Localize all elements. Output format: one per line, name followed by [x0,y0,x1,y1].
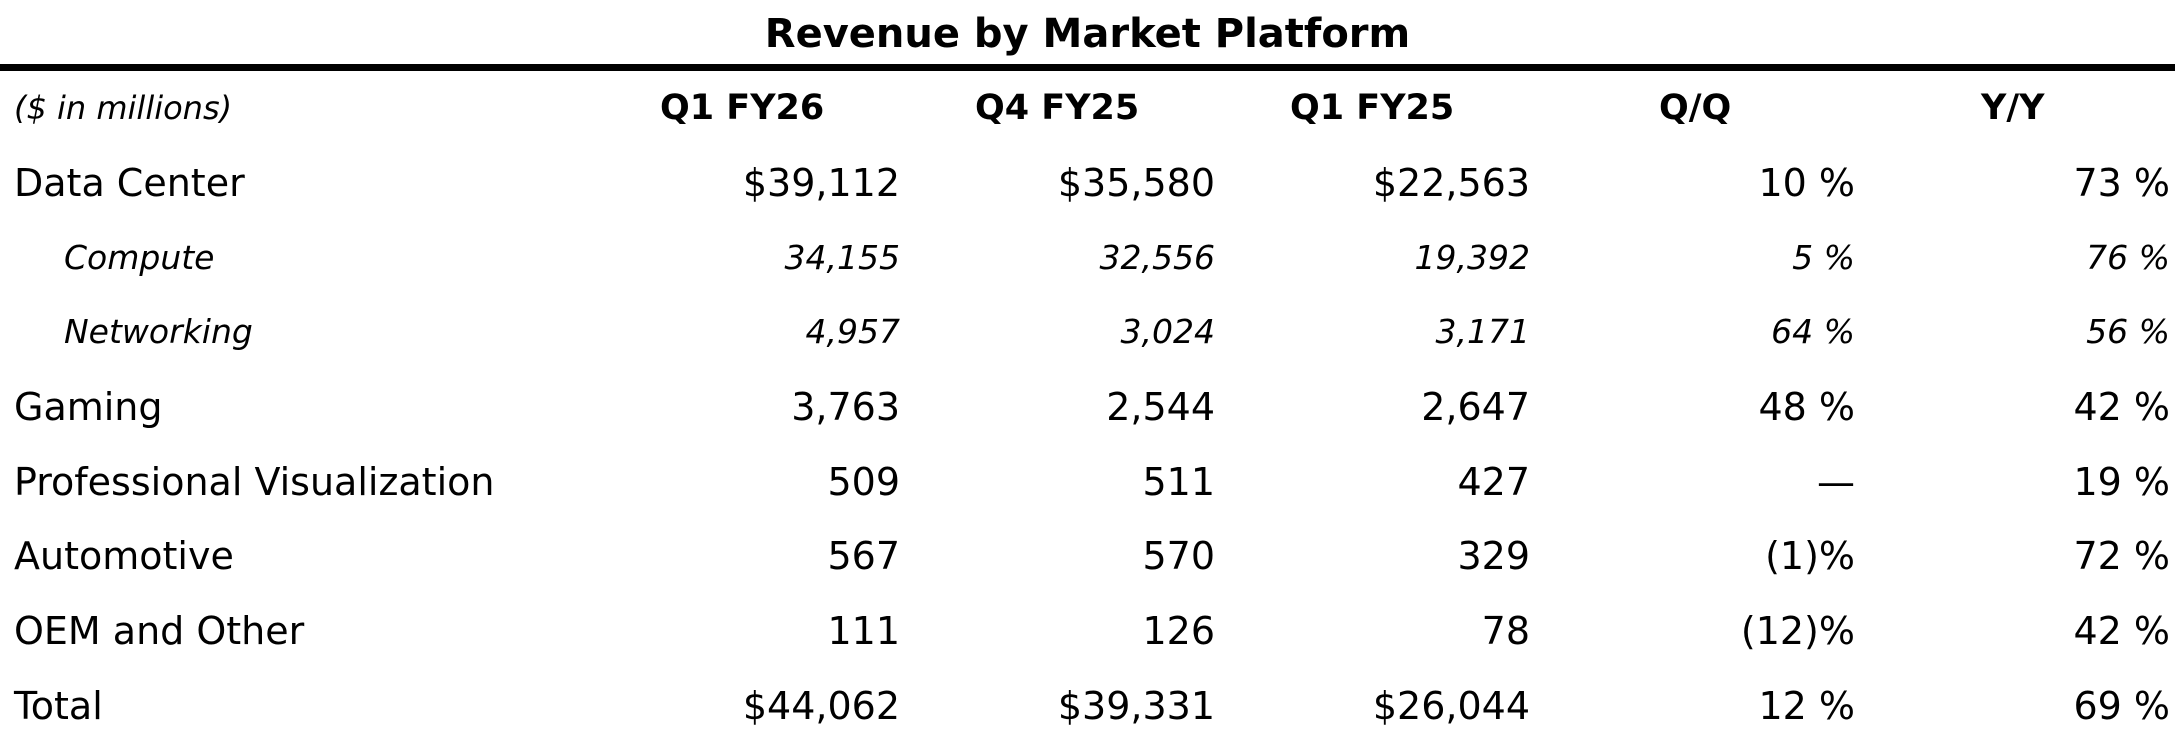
cell-q4-fy25: 570 [1142,534,1215,578]
cell-y-over-y: 19 % [2073,460,2170,504]
cell-q1-fy26: $44,062 [742,684,900,728]
table-row-professional-visualization: Professional Visualization 509 511 427 —… [0,445,2175,519]
row-label: Networking [64,312,253,351]
row-label: Automotive [14,534,234,578]
cell-q-over-q: 48 % [1758,385,1855,429]
cell-q4-fy25: 511 [1142,460,1215,504]
table-row-networking: Networking 4,957 3,024 3,171 64 % 56 % [0,295,2175,369]
cell-q-over-q: (1)% [1765,534,1855,578]
cell-q1-fy26: 34,155 [784,238,900,277]
cell-y-over-y: 42 % [2073,385,2170,429]
column-header-q1-fy25: Q1 FY25 [1290,88,1455,128]
column-header-y-over-y: Y/Y [1981,88,2045,128]
cell-q4-fy25: 2,544 [1106,385,1215,429]
table-row-automotive: Automotive 567 570 329 (1)% 72 % [0,519,2175,593]
row-label: Compute [64,238,215,277]
table-header-row: ($ in millions) Q1 FY26 Q4 FY25 Q1 FY25 … [0,71,2175,145]
table-row-total: Total $44,062 $39,331 $26,044 12 % 69 % [0,669,2175,743]
cell-q4-fy25: 32,556 [1099,238,1215,277]
cell-q-over-q: 10 % [1758,161,1855,205]
row-label: Data Center [14,161,245,205]
cell-y-over-y: 56 % [2086,312,2170,351]
units-label: ($ in millions) [14,89,233,127]
cell-q1-fy26: 111 [827,609,900,653]
table-row-oem-and-other: OEM and Other 111 126 78 (12)% 42 % [0,594,2175,668]
table-row-gaming: Gaming 3,763 2,544 2,647 48 % 42 % [0,370,2175,444]
table-title: Revenue by Market Platform [764,11,1411,57]
table-row-compute: Compute 34,155 32,556 19,392 5 % 76 % [0,221,2175,295]
cell-q-over-q: 5 % [1792,238,1855,277]
cell-q-over-q: 12 % [1758,684,1855,728]
row-label: OEM and Other [14,609,305,653]
cell-y-over-y: 42 % [2073,609,2170,653]
cell-y-over-y: 72 % [2073,534,2170,578]
cell-y-over-y: 73 % [2073,161,2170,205]
cell-q1-fy25: $22,563 [1372,161,1530,205]
cell-q-over-q: 64 % [1771,312,1855,351]
row-label: Total [14,684,103,728]
column-header-q1-fy26: Q1 FY26 [660,88,825,128]
cell-q1-fy25: 2,647 [1421,385,1530,429]
cell-q1-fy25: 78 [1481,609,1530,653]
table-row-data-center: Data Center $39,112 $35,580 $22,563 10 %… [0,146,2175,220]
cell-q-over-q: (12)% [1740,609,1855,653]
cell-q-over-q: — [1817,460,1855,504]
column-header-q4-fy25: Q4 FY25 [975,88,1140,128]
cell-q1-fy26: 4,957 [805,312,900,351]
cell-q4-fy25: $35,580 [1057,161,1215,205]
cell-q1-fy26: $39,112 [742,161,900,205]
cell-q1-fy25: 19,392 [1414,238,1530,277]
cell-y-over-y: 69 % [2073,684,2170,728]
cell-q4-fy25: 3,024 [1120,312,1215,351]
title-rule [0,64,2175,71]
row-label: Professional Visualization [14,460,495,504]
cell-q1-fy26: 3,763 [791,385,900,429]
column-header-q-over-q: Q/Q [1659,88,1732,128]
cell-q4-fy25: 126 [1142,609,1215,653]
row-label: Gaming [14,385,163,429]
cell-q4-fy25: $39,331 [1057,684,1215,728]
cell-q1-fy26: 509 [827,460,900,504]
cell-y-over-y: 76 % [2086,238,2170,277]
cell-q1-fy25: 3,171 [1435,312,1530,351]
cell-q1-fy26: 567 [827,534,900,578]
cell-q1-fy25: $26,044 [1372,684,1530,728]
cell-q1-fy25: 427 [1457,460,1530,504]
cell-q1-fy25: 329 [1457,534,1530,578]
